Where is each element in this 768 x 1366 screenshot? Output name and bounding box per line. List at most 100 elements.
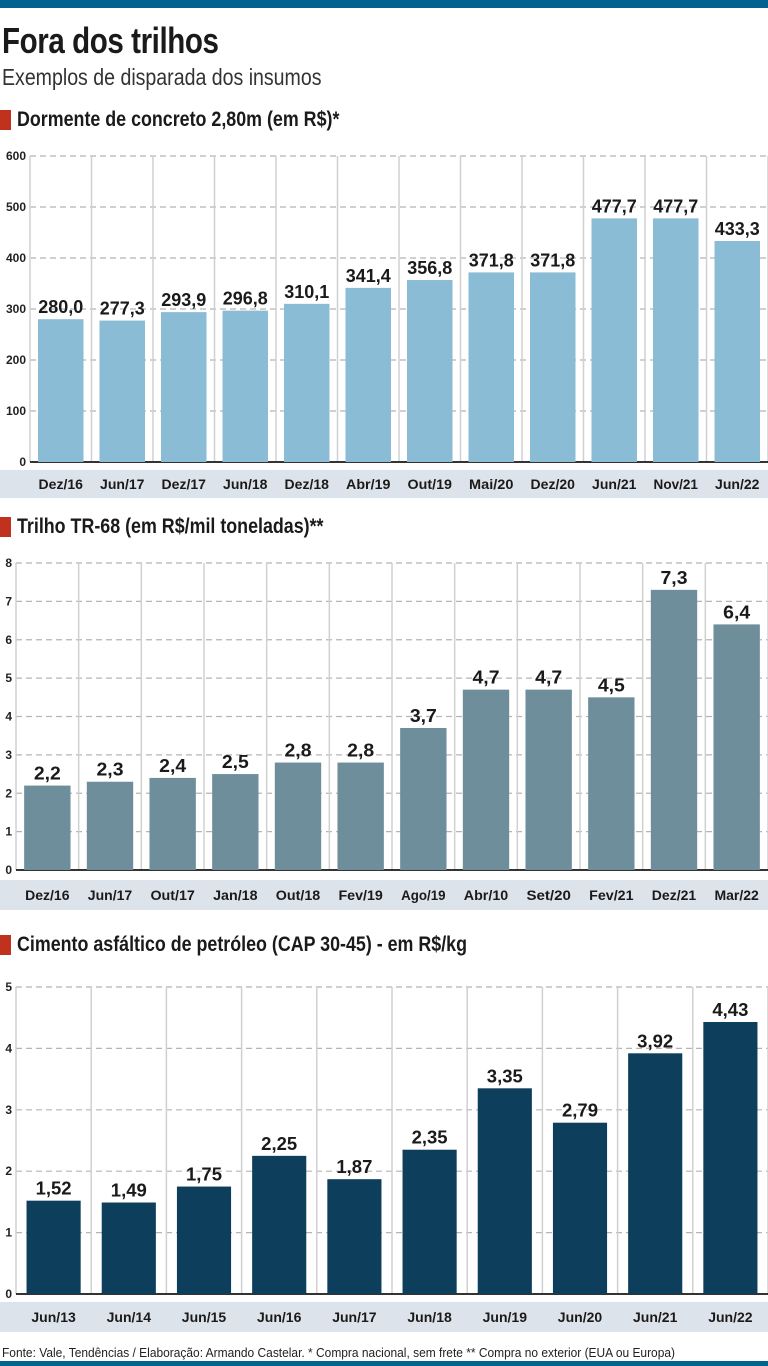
y-tick-label: 0 xyxy=(5,1287,12,1301)
bar xyxy=(24,785,71,870)
y-tick-label: 400 xyxy=(6,251,26,265)
x-tick-label: Set/20 xyxy=(526,887,571,903)
data-label: 371,8 xyxy=(469,250,514,270)
y-tick-label: 500 xyxy=(6,200,26,214)
data-label: 2,4 xyxy=(159,756,186,776)
y-tick-label: 5 xyxy=(5,980,12,994)
y-tick-label: 4 xyxy=(5,1041,12,1055)
page-subtitle: Exemplos de disparada dos insumos xyxy=(2,64,322,90)
bar xyxy=(400,728,447,870)
x-tick-label: Jun/18 xyxy=(407,1309,452,1325)
data-label: 477,7 xyxy=(653,196,698,216)
y-tick-label: 100 xyxy=(6,404,26,418)
data-label: 2,35 xyxy=(412,1128,448,1148)
y-tick-label: 4 xyxy=(5,710,12,724)
x-tick-label: Out/18 xyxy=(276,887,321,903)
data-label: 2,5 xyxy=(222,752,249,772)
x-tick-label: Jun/22 xyxy=(715,476,760,492)
data-label: 4,43 xyxy=(712,1000,748,1020)
data-label: 7,3 xyxy=(661,568,688,588)
x-tick-label: Dez/20 xyxy=(531,476,576,492)
x-tick-label: Jun/17 xyxy=(332,1309,377,1325)
bar xyxy=(176,1186,232,1294)
x-tick-label: Out/19 xyxy=(408,476,453,492)
bar xyxy=(588,697,635,870)
bar xyxy=(149,777,196,870)
bar xyxy=(252,1155,307,1294)
data-label: 2,79 xyxy=(562,1101,598,1121)
x-tick-label: Dez/17 xyxy=(162,476,207,492)
bar xyxy=(477,1088,532,1294)
x-tick-label: Jun/18 xyxy=(223,476,268,492)
bar xyxy=(525,689,572,870)
data-label: 2,8 xyxy=(285,741,312,761)
data-label: 277,3 xyxy=(100,299,145,319)
data-label: 4,5 xyxy=(598,675,625,695)
bar xyxy=(274,762,322,870)
x-tick-label: Jun/15 xyxy=(182,1309,227,1325)
chart-title-2: Trilho TR-68 (em R$/mil toneladas)** xyxy=(0,515,378,539)
x-tick-label: Jun/13 xyxy=(31,1309,76,1325)
data-label: 6,4 xyxy=(723,602,750,622)
y-tick-label: 3 xyxy=(5,748,12,762)
bar xyxy=(26,1200,81,1294)
bar xyxy=(37,319,84,462)
category-band xyxy=(0,470,768,498)
y-tick-label: 5 xyxy=(5,671,12,685)
data-label: 3,92 xyxy=(637,1031,673,1051)
data-label: 477,7 xyxy=(592,196,637,216)
y-tick-label: 8 xyxy=(5,556,12,570)
x-tick-label: Jun/21 xyxy=(592,476,637,492)
y-tick-label: 3 xyxy=(5,1103,12,1117)
bar xyxy=(650,589,698,870)
x-tick-label: Dez/16 xyxy=(39,476,84,492)
data-label: 341,4 xyxy=(346,266,391,286)
x-tick-label: Jun/20 xyxy=(558,1309,603,1325)
bar xyxy=(222,310,269,462)
data-label: 1,75 xyxy=(186,1165,222,1185)
data-label: 3,35 xyxy=(487,1066,523,1086)
x-tick-label: Fev/19 xyxy=(338,887,383,903)
category-band xyxy=(0,880,768,910)
x-tick-label: Ago/19 xyxy=(401,887,446,903)
x-tick-label: Dez/21 xyxy=(652,887,697,903)
y-tick-label: 2 xyxy=(5,1164,12,1178)
y-tick-label: 7 xyxy=(5,594,12,608)
x-tick-label: Jun/19 xyxy=(483,1309,528,1325)
data-label: 2,25 xyxy=(261,1134,297,1154)
bottom-band xyxy=(0,1361,768,1366)
data-label: 356,8 xyxy=(407,258,452,278)
data-label: 4,7 xyxy=(535,668,562,688)
x-tick-label: Jun/17 xyxy=(100,476,145,492)
y-tick-label: 1 xyxy=(5,1226,12,1240)
x-tick-label: Mar/22 xyxy=(714,887,759,903)
bar xyxy=(160,312,207,462)
bar xyxy=(101,1202,156,1294)
chart-title-3: Cimento asfáltico de petróleo (CAP 30-45… xyxy=(0,933,546,957)
data-label: 433,3 xyxy=(715,219,760,239)
data-label: 310,1 xyxy=(284,282,329,302)
y-tick-label: 300 xyxy=(6,302,26,316)
bar xyxy=(468,272,515,462)
data-label: 296,8 xyxy=(223,289,268,309)
x-tick-label: Abr/10 xyxy=(464,887,509,903)
data-label: 280,0 xyxy=(38,297,83,317)
x-tick-label: Dez/16 xyxy=(25,887,70,903)
x-tick-label: Jun/16 xyxy=(257,1309,302,1325)
bar xyxy=(591,218,638,462)
red-square-icon xyxy=(0,110,11,130)
bar xyxy=(628,1053,683,1294)
chart-dormente: 0 100 200 300 400 500 600 280,0 Dez/16 277,3 Jun/1… xyxy=(0,149,768,498)
data-label: 2,8 xyxy=(347,741,374,761)
x-tick-label: Jan/18 xyxy=(213,887,258,903)
data-label: 1,87 xyxy=(336,1157,372,1177)
top-band xyxy=(0,0,768,8)
bar xyxy=(652,218,699,462)
data-label: 1,52 xyxy=(36,1179,72,1199)
bar xyxy=(212,774,259,870)
y-tick-label: 6 xyxy=(5,633,12,647)
bar xyxy=(703,1021,758,1294)
data-label: 2,2 xyxy=(34,764,61,784)
bar xyxy=(86,781,134,870)
bar xyxy=(327,1179,382,1294)
